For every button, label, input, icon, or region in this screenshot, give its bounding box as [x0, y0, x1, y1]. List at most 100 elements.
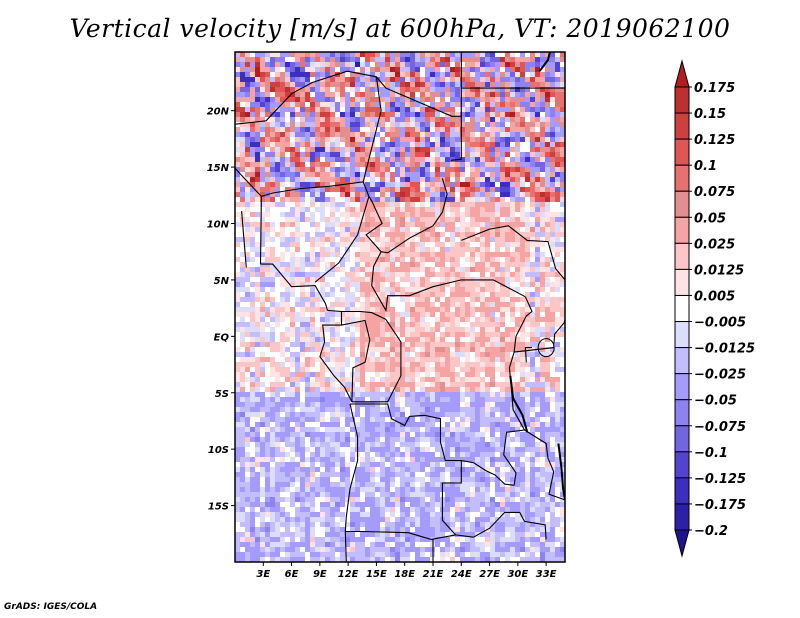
field-cell	[375, 337, 380, 342]
field-cell	[425, 257, 430, 262]
field-cell	[400, 257, 405, 262]
field-cell	[500, 362, 505, 367]
field-cell	[515, 172, 520, 177]
field-cell	[375, 312, 380, 317]
field-cell	[475, 202, 480, 207]
field-cell	[335, 352, 340, 357]
field-cell	[390, 362, 395, 367]
field-cell	[275, 477, 280, 482]
field-cell	[445, 372, 450, 377]
field-cell	[530, 262, 535, 267]
field-cell	[415, 157, 420, 162]
field-cell	[240, 237, 245, 242]
field-cell	[470, 372, 475, 377]
field-cell	[515, 397, 520, 402]
field-cell	[410, 102, 415, 107]
field-cell	[405, 197, 410, 202]
field-cell	[315, 447, 320, 452]
field-cell	[380, 57, 385, 62]
field-cell	[425, 142, 430, 147]
field-cell	[445, 297, 450, 302]
field-cell	[265, 182, 270, 187]
field-cell	[470, 252, 475, 257]
field-cell	[470, 392, 475, 397]
field-cell	[385, 252, 390, 257]
field-cell	[475, 72, 480, 77]
field-cell	[360, 247, 365, 252]
field-cell	[265, 97, 270, 102]
chart-title: Vertical velocity [m/s] at 600hPa, VT: 2…	[69, 14, 731, 43]
field-cell	[375, 227, 380, 232]
field-cell	[425, 357, 430, 362]
field-cell	[340, 122, 345, 127]
field-cell	[340, 352, 345, 357]
field-cell	[300, 317, 305, 322]
field-cell	[440, 347, 445, 352]
field-cell	[500, 212, 505, 217]
field-cell	[560, 297, 565, 302]
field-cell	[310, 287, 315, 292]
field-cell	[485, 67, 490, 72]
field-cell	[270, 127, 275, 132]
field-cell	[410, 457, 415, 462]
field-cell	[320, 92, 325, 97]
field-cell	[245, 107, 250, 112]
field-cell	[265, 452, 270, 457]
field-cell	[340, 172, 345, 177]
field-cell	[280, 317, 285, 322]
field-cell	[340, 457, 345, 462]
field-cell	[440, 427, 445, 432]
field-cell	[240, 317, 245, 322]
field-cell	[235, 367, 240, 372]
field-cell	[405, 202, 410, 207]
field-cell	[295, 197, 300, 202]
field-cell	[375, 362, 380, 367]
field-cell	[235, 202, 240, 207]
field-cell	[325, 447, 330, 452]
field-cell	[450, 157, 455, 162]
field-cell	[405, 377, 410, 382]
field-cell	[405, 52, 410, 57]
field-cell	[555, 367, 560, 372]
field-cell	[295, 332, 300, 337]
field-cell	[285, 262, 290, 267]
field-cell	[320, 217, 325, 222]
field-cell	[300, 312, 305, 317]
field-cell	[330, 202, 335, 207]
field-cell	[340, 472, 345, 477]
field-cell	[420, 242, 425, 247]
field-cell	[410, 312, 415, 317]
field-cell	[355, 342, 360, 347]
field-cell	[295, 277, 300, 282]
field-cell	[525, 162, 530, 167]
field-cell	[445, 362, 450, 367]
field-cell	[340, 357, 345, 362]
field-cell	[435, 467, 440, 472]
field-cell	[430, 157, 435, 162]
field-cell	[425, 187, 430, 192]
field-cell	[375, 332, 380, 337]
field-cell	[245, 102, 250, 107]
field-cell	[355, 367, 360, 372]
field-cell	[510, 87, 515, 92]
field-cell	[325, 152, 330, 157]
field-cell	[560, 132, 565, 137]
field-cell	[365, 467, 370, 472]
field-cell	[300, 467, 305, 472]
field-cell	[240, 197, 245, 202]
field-cell	[350, 352, 355, 357]
field-cell	[235, 57, 240, 62]
field-cell	[345, 252, 350, 257]
field-cell	[325, 62, 330, 67]
field-cell	[405, 182, 410, 187]
field-cell	[270, 402, 275, 407]
field-cell	[295, 202, 300, 207]
field-cell	[475, 367, 480, 372]
field-cell	[425, 247, 430, 252]
field-cell	[255, 317, 260, 322]
field-cell	[245, 422, 250, 427]
field-cell	[285, 422, 290, 427]
field-cell	[495, 247, 500, 252]
field-cell	[355, 242, 360, 247]
field-cell	[300, 277, 305, 282]
